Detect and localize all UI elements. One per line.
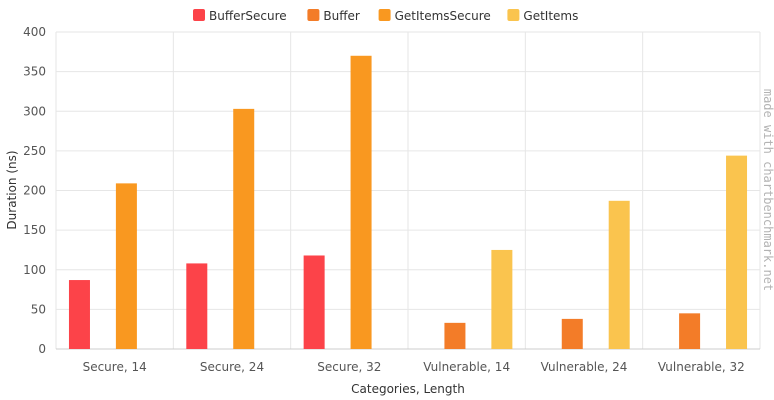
legend: BufferSecure Buffer GetItemsSecure GetItems [193, 9, 578, 23]
watermark: made with chartbenchmark.net [761, 89, 774, 291]
x-tick-label: Vulnerable, 32 [658, 360, 745, 374]
y-tick-label: 300 [23, 104, 46, 118]
legend-item-getitems[interactable]: GetItems [507, 9, 578, 23]
bar-buffer-3 [444, 322, 466, 349]
legend-item-buffer[interactable]: Buffer [307, 9, 360, 23]
legend-swatch [378, 9, 391, 21]
legend-label: BufferSecure [209, 9, 287, 23]
y-tick-label: 200 [23, 184, 46, 198]
y-tick-label: 100 [23, 263, 46, 277]
y-tick-label: 400 [23, 25, 46, 39]
x-tick-label: Vulnerable, 14 [423, 360, 510, 374]
x-tick-label: Secure, 24 [200, 360, 264, 374]
bar-getitemssecure-0 [115, 183, 137, 349]
legend-swatch [507, 9, 520, 21]
x-tick-label: Secure, 14 [83, 360, 147, 374]
bar-buffer-4 [561, 318, 583, 349]
y-tick-label: 350 [23, 65, 46, 79]
bar-buffersecure-1 [186, 263, 208, 349]
bar-getitemssecure-2 [350, 55, 372, 350]
legend-label: GetItemsSecure [395, 9, 491, 23]
legend-swatch [307, 9, 320, 21]
legend-item-buffersecure[interactable]: BufferSecure [193, 9, 287, 23]
y-tick-label: 250 [23, 144, 46, 158]
legend-swatch [193, 9, 205, 21]
bar-buffer-5 [679, 313, 701, 349]
x-axis-title: Categories, Length [351, 382, 465, 396]
bar-getitems-4 [608, 200, 630, 349]
legend-item-getitemssecure[interactable]: GetItemsSecure [378, 9, 491, 23]
bar-getitems-3 [491, 249, 513, 349]
x-tick-label: Vulnerable, 24 [541, 360, 628, 374]
legend-label: Buffer [323, 9, 359, 23]
bar-buffersecure-2 [303, 255, 325, 349]
gridlines [55, 31, 761, 350]
y-axis-ticks: 0 50 100 150 200 250 300 350 400 [23, 25, 46, 356]
legend-label: GetItems [523, 9, 578, 23]
bar-getitemssecure-1 [233, 108, 255, 349]
bar-buffersecure-0 [68, 280, 90, 349]
y-tick-label: 150 [23, 223, 46, 237]
y-axis-title: Duration (ns) [5, 150, 19, 229]
x-tick-label: Secure, 32 [317, 360, 381, 374]
y-tick-label: 0 [38, 342, 46, 356]
x-axis-ticks: Secure, 14 Secure, 24 Secure, 32 Vulnerable… [83, 360, 745, 374]
bar-getitems-5 [726, 155, 748, 349]
bars [68, 55, 748, 350]
y-tick-label: 50 [31, 302, 46, 316]
